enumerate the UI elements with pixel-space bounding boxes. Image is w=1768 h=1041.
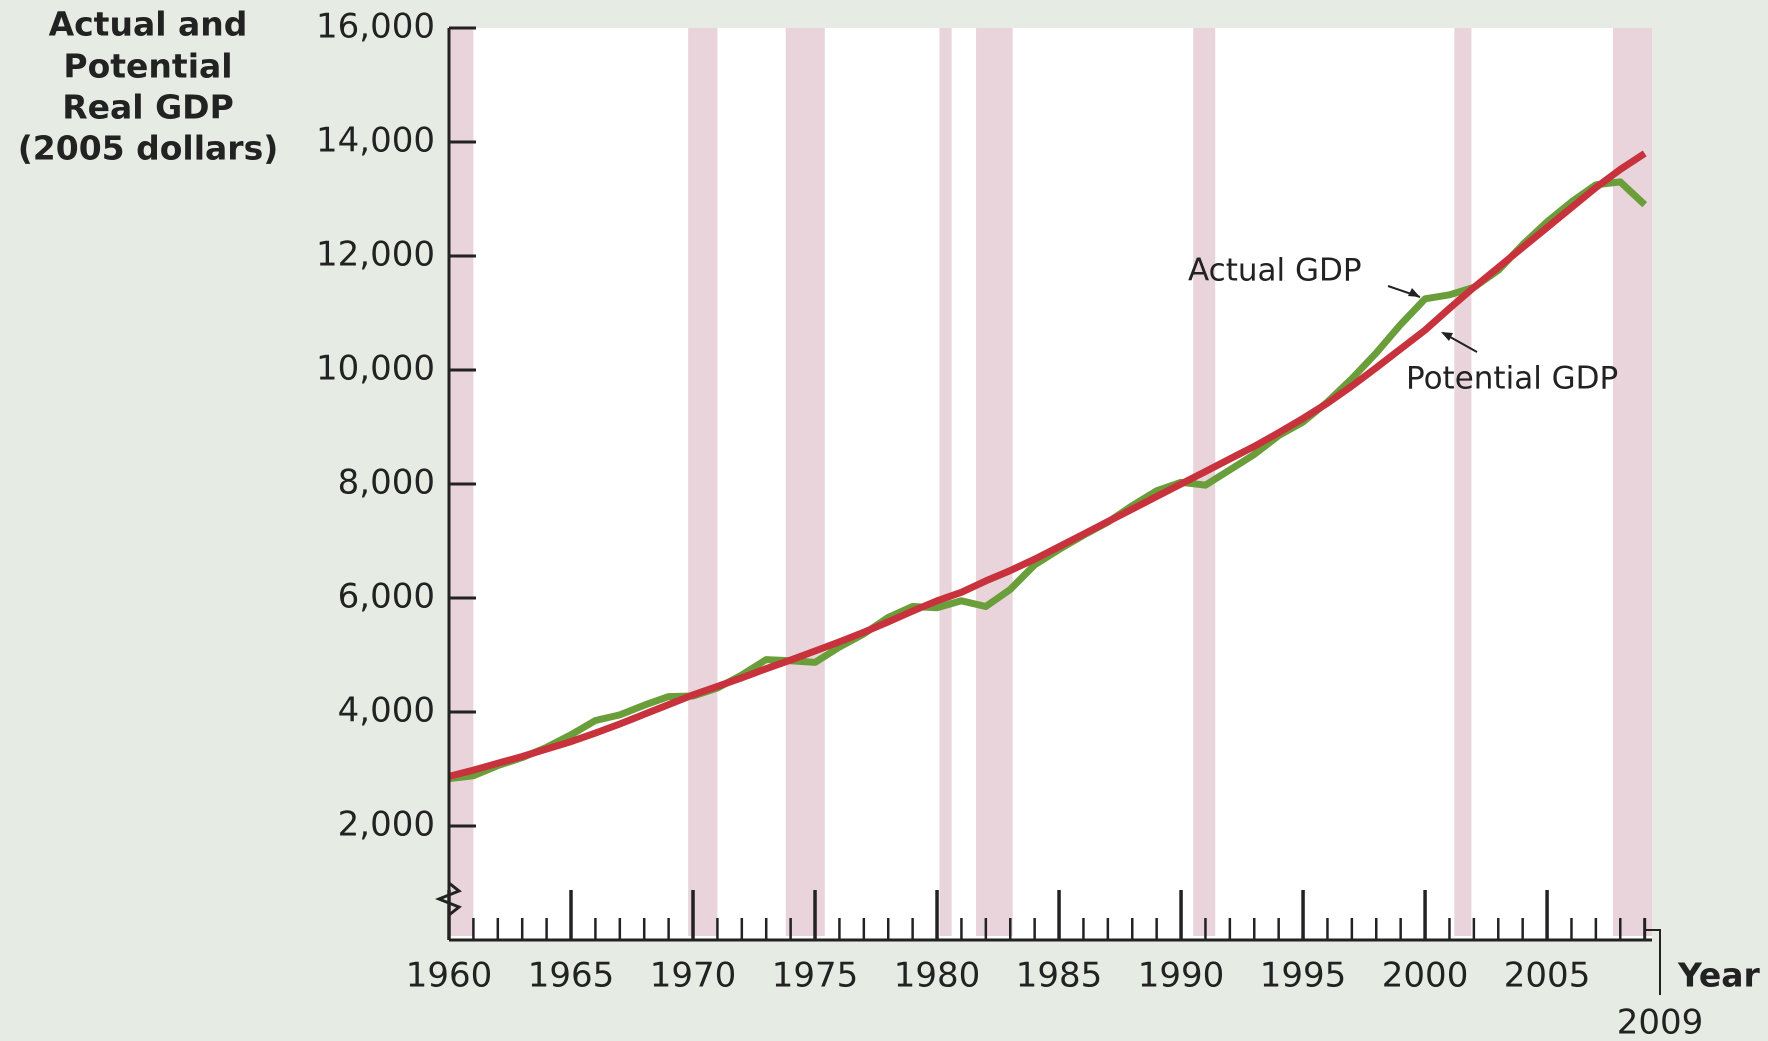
- y-tick-label: 8,000: [338, 463, 435, 503]
- x-tick-label: 1960: [406, 956, 493, 996]
- y-tick-label: 10,000: [316, 349, 435, 389]
- recession-band: [785, 28, 825, 936]
- recession-band: [449, 28, 474, 936]
- x-tick-label: 1990: [1138, 956, 1225, 996]
- y-axis-label: Potential: [63, 47, 232, 86]
- recession-band: [1454, 28, 1472, 936]
- y-tick-label: 2,000: [338, 805, 435, 845]
- x-tick-label: 1965: [528, 956, 615, 996]
- y-tick-label: 6,000: [338, 577, 435, 617]
- x-tick-label: 2009: [1617, 1003, 1704, 1041]
- x-tick-label: 2005: [1504, 956, 1591, 996]
- y-axis-label: Actual and: [49, 5, 248, 44]
- axis-break: [434, 881, 462, 917]
- plot-area: [449, 28, 1652, 940]
- x-tick-label: 1975: [772, 956, 859, 996]
- x-axis-label: Year: [1677, 956, 1761, 995]
- y-tick-label: 16,000: [316, 7, 435, 47]
- series-line: [448, 178, 1648, 783]
- x-tick-label: 1970: [650, 956, 737, 996]
- recession-band: [939, 28, 952, 936]
- series-line: [448, 150, 1647, 780]
- annotation: Actual GDP: [1188, 253, 1362, 289]
- x-tick-label: 2000: [1382, 956, 1469, 996]
- x-end-bracket: [1644, 929, 1661, 995]
- y-axis-label: Real GDP: [62, 88, 234, 127]
- y-tick-label: 14,000: [316, 121, 435, 161]
- y-axis-label: (2005 dollars): [18, 129, 279, 168]
- x-tick-label: 1995: [1260, 956, 1347, 996]
- x-tick-label: 1985: [1016, 956, 1103, 996]
- recession-band: [976, 28, 1013, 936]
- annotation-arrowhead: [1408, 288, 1420, 297]
- y-tick-label: 12,000: [316, 235, 435, 275]
- recession-band: [688, 28, 718, 936]
- annotation-arrowhead: [1441, 332, 1453, 341]
- x-tick-label: 1980: [894, 956, 981, 996]
- series-lines: [448, 150, 1648, 783]
- y-tick-label: 4,000: [338, 691, 435, 731]
- annotation: Potential GDP: [1406, 361, 1618, 397]
